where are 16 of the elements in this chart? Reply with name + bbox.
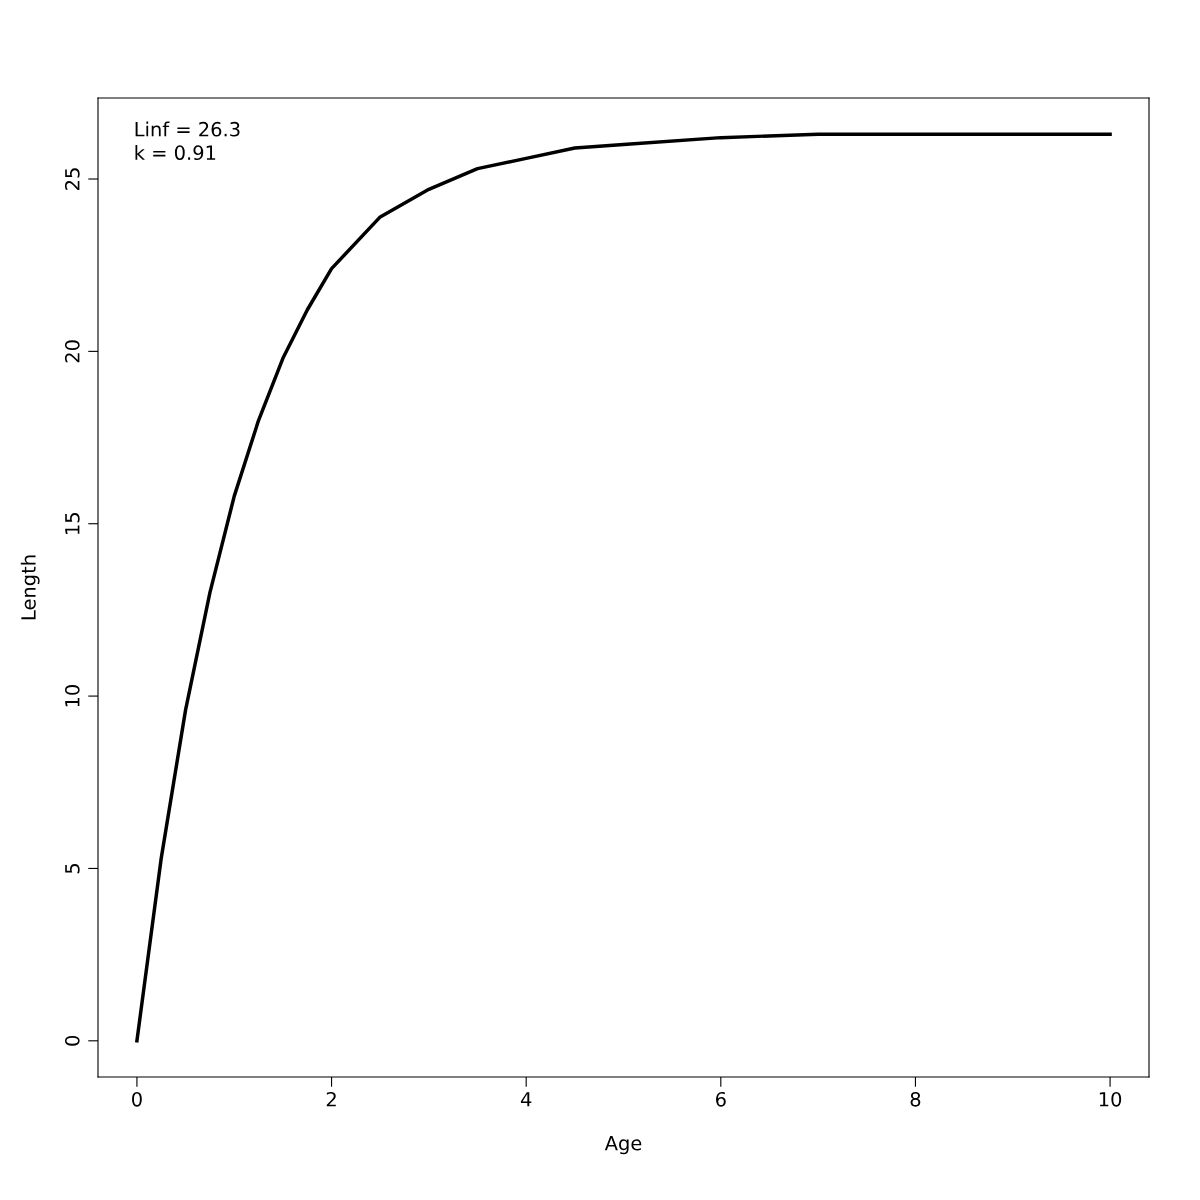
x-tick-label: 6 (715, 1091, 726, 1107)
y-axis-title: Length (20, 555, 40, 620)
annotation: Linf = 26.3 (135, 121, 240, 137)
y-tick-label: 15 (65, 513, 80, 534)
y-tick-label: 5 (65, 863, 80, 874)
x-tick-label: 8 (910, 1091, 921, 1107)
x-tick-label: 0 (132, 1091, 142, 1107)
x-tick-label: 10 (1099, 1091, 1122, 1107)
annotation: k = 0.91 (135, 144, 216, 161)
y-tick-label: 20 (64, 340, 80, 363)
y-tick-label: 25 (64, 168, 80, 190)
y-tick-label: 0 (64, 1035, 80, 1046)
y-tick-label: 10 (64, 685, 80, 707)
x-axis-title: Age (604, 1136, 642, 1155)
x-tick-label: 2 (326, 1091, 336, 1107)
x-tick-label: 4 (520, 1092, 532, 1107)
